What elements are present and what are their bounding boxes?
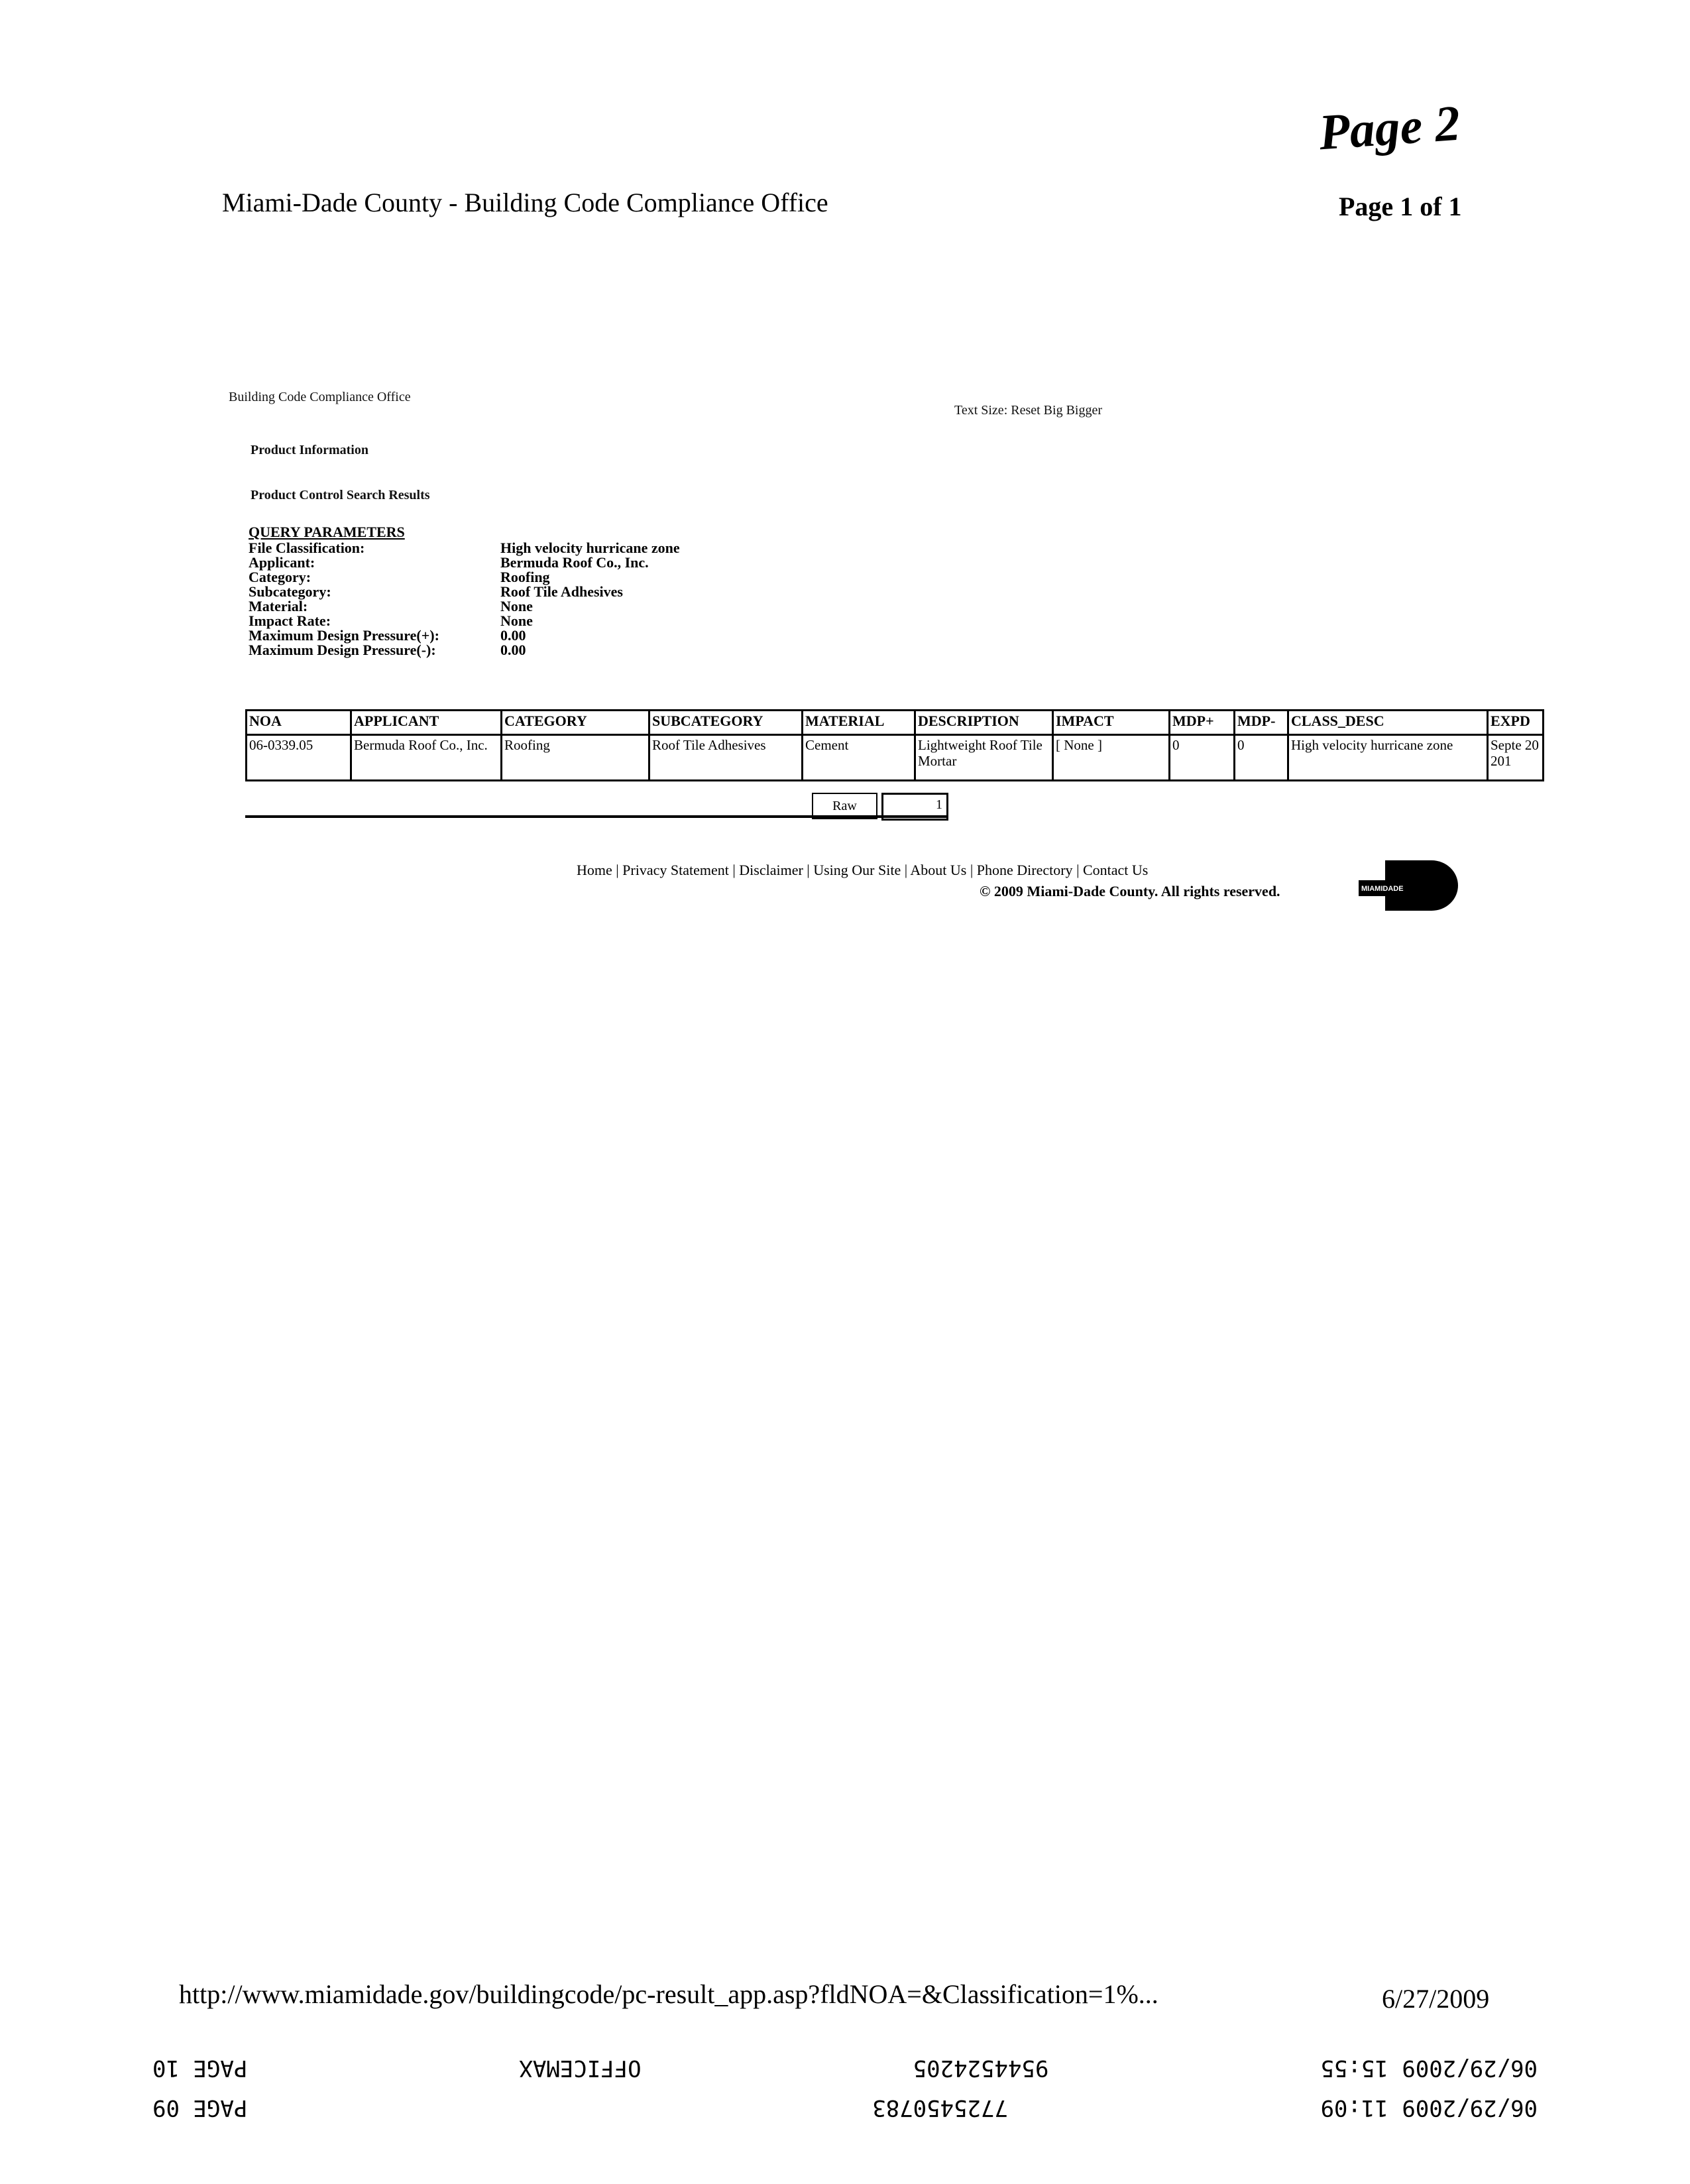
fax-field: PAGE 09 xyxy=(152,2095,248,2121)
table-cell: High velocity hurricane zone xyxy=(1287,734,1489,781)
printed-url: http://www.miamidade.gov/buildingcode/pc… xyxy=(179,1979,1158,2009)
column-header: CLASS_DESC xyxy=(1287,709,1489,736)
query-param-label: Maximum Design Pressure(+): xyxy=(249,627,439,644)
query-param-row: Applicant: Bermuda Roof Co., Inc. xyxy=(249,555,680,570)
column-header: APPLICANT xyxy=(350,709,502,736)
query-param-label: Maximum Design Pressure(-): xyxy=(249,642,436,658)
footer-links: Home | Privacy Statement | Disclaimer | … xyxy=(577,862,1148,879)
query-param-label: Applicant: xyxy=(249,554,315,571)
link-separator: | xyxy=(803,862,814,878)
table-cell: Roofing xyxy=(500,734,650,781)
table-header-row: NOA APPLICANT CATEGORY SUBCATEGORY MATERIAL D… xyxy=(245,709,1544,736)
raw-select[interactable]: 1 xyxy=(881,793,948,821)
fax-field: PAGE 10 xyxy=(152,2055,248,2081)
query-heading: QUERY PARAMETERS xyxy=(249,524,405,540)
query-param-label: Category: xyxy=(249,569,311,585)
fax-field: 06/29/2009 11:09 xyxy=(1320,2095,1538,2121)
fax-header: 06/29/2009 11:09 7725450783 PAGE 09 06/29/… xyxy=(152,2048,1538,2128)
column-header: IMPACT xyxy=(1052,709,1170,736)
footer-link-home[interactable]: Home xyxy=(577,862,612,878)
query-param-value: None xyxy=(500,612,533,629)
query-param-value: 0.00 xyxy=(500,642,526,658)
table-cell: Roof Tile Adhesives xyxy=(648,734,803,781)
fax-field: 9544524205 xyxy=(913,2055,1049,2081)
column-header: MDP+ xyxy=(1168,709,1235,736)
table-cell: Septe 20 201 xyxy=(1487,734,1544,781)
query-param-value: High velocity hurricane zone xyxy=(500,540,680,556)
fax-field: 7725450783 xyxy=(872,2095,1008,2121)
column-header: DESCRIPTION xyxy=(914,709,1054,736)
query-param-row: Maximum Design Pressure(+): 0.00 xyxy=(249,628,680,643)
fax-field: 06/29/2009 15:55 xyxy=(1320,2055,1538,2081)
query-parameters: QUERY PARAMETERS File Classification: Hig… xyxy=(249,525,680,658)
table-cell: 0 xyxy=(1233,734,1289,781)
query-param-label: Subcategory: xyxy=(249,583,331,600)
query-param-row: Subcategory: Roof Tile Adhesives xyxy=(249,585,680,599)
printed-date: 6/27/2009 xyxy=(1382,1984,1490,2014)
raw-button[interactable]: Raw xyxy=(812,793,877,819)
link-separator: | xyxy=(901,862,911,878)
table-cell: Cement xyxy=(801,734,916,781)
product-information-link[interactable]: Product Information xyxy=(251,443,368,457)
column-header: EXPD xyxy=(1487,709,1544,736)
query-param-row: Maximum Design Pressure(-): 0.00 xyxy=(249,643,680,658)
query-param-value: Roof Tile Adhesives xyxy=(500,583,623,600)
query-param-value: 0.00 xyxy=(500,627,526,644)
query-param-row: File Classification: High velocity hurric… xyxy=(249,541,680,555)
svg-text:MIAMIDADE: MIAMIDADE xyxy=(1361,885,1404,893)
footer-link-disclaimer[interactable]: Disclaimer xyxy=(739,862,803,878)
query-param-row: Category: Roofing xyxy=(249,570,680,585)
table-cell: Lightweight Roof Tile Mortar xyxy=(914,734,1054,781)
footer-link-contact-us[interactable]: Contact Us xyxy=(1082,862,1149,878)
link-separator: | xyxy=(612,862,623,878)
miami-dade-logo: MIAMIDADE xyxy=(1359,860,1458,911)
column-header: MDP- xyxy=(1233,709,1289,736)
column-header: CATEGORY xyxy=(500,709,650,736)
query-param-value: Bermuda Roof Co., Inc. xyxy=(500,554,649,571)
copyright: © 2009 Miami-Dade County. All rights res… xyxy=(980,883,1280,899)
page-title: Miami-Dade County - Building Code Compli… xyxy=(222,188,828,217)
query-param-value: None xyxy=(500,598,533,614)
footer-link-phone-directory[interactable]: Phone Directory xyxy=(976,862,1073,878)
raw-value: 1 xyxy=(936,797,942,812)
query-param-row: Material: None xyxy=(249,599,680,614)
office-name: Building Code Compliance Office xyxy=(229,390,411,404)
page-number: Page 1 of 1 xyxy=(1339,192,1462,221)
query-param-value: Roofing xyxy=(500,569,550,585)
noa-link[interactable]: 06-0339.05 xyxy=(245,734,352,781)
column-header: MATERIAL xyxy=(801,709,916,736)
results-table: NOA APPLICANT CATEGORY SUBCATEGORY MATERIAL D… xyxy=(245,709,1544,781)
column-header: NOA xyxy=(245,709,352,736)
text-size-controls[interactable]: Text Size: Reset Big Bigger xyxy=(954,403,1103,418)
column-header: SUBCATEGORY xyxy=(648,709,803,736)
search-results-heading: Product Control Search Results xyxy=(251,488,430,502)
table-cell: Bermuda Roof Co., Inc. xyxy=(350,734,502,781)
footer-link-about-us[interactable]: About Us xyxy=(910,862,967,878)
query-param-label: Impact Rate: xyxy=(249,612,331,629)
handwritten-page-note: Page 2 xyxy=(1317,95,1462,161)
footer-link-using-our-site[interactable]: Using Our Site xyxy=(813,862,901,878)
query-param-label: Material: xyxy=(249,598,308,614)
table-row: 06-0339.05 Bermuda Roof Co., Inc. Roofing R… xyxy=(245,734,1544,781)
fax-field: OFFICEMAX xyxy=(519,2055,642,2081)
table-cell: [ None ] xyxy=(1052,734,1170,781)
divider xyxy=(245,815,948,818)
link-separator: | xyxy=(728,862,740,878)
query-param-row: Impact Rate: None xyxy=(249,614,680,628)
table-cell: 0 xyxy=(1168,734,1235,781)
footer-link-privacy-statement[interactable]: Privacy Statement xyxy=(622,862,729,878)
link-separator: | xyxy=(1072,862,1083,878)
query-param-label: File Classification: xyxy=(249,540,365,556)
link-separator: | xyxy=(966,862,977,878)
